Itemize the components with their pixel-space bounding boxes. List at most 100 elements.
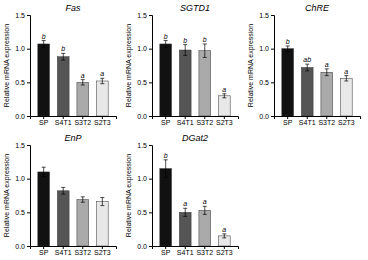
panel: 0.00.51.01.5SPS4T1S3T2S2T3babaaChRERelat…: [247, 3, 361, 126]
y-axis-line: [27, 146, 31, 247]
y-tick-label: 0.0: [137, 243, 147, 250]
annotation: ab: [303, 56, 311, 63]
x-axis: SP S4T1S3T2S2T3: [153, 246, 239, 256]
x-tick-label: S2T3: [94, 249, 111, 256]
error-bar: [203, 206, 207, 214]
y-tick-label: 1.5: [259, 12, 269, 19]
bar: [57, 57, 69, 116]
y-tick-mark: [149, 179, 152, 180]
figure: 0.00.51.01.5SPS4T1S3T2S2T3bbaaFasRelativ…: [0, 0, 368, 260]
y-tick: 0.5: [15, 209, 30, 216]
bar: [96, 81, 108, 116]
y-axis: 0.00.51.01.5: [15, 142, 30, 250]
y-tick-label: 1.5: [15, 12, 25, 19]
x-tick: S4T1: [55, 246, 72, 256]
x-tick: SP: [39, 116, 49, 126]
bar: [340, 78, 352, 116]
y-axis-title: Relative mRNA expression: [125, 24, 133, 107]
x-axis: SPS4T1S3T2S2T3: [275, 116, 361, 126]
y-axis-title: Relative mRNA expression: [3, 154, 11, 237]
y-tick: 1.5: [137, 12, 152, 19]
x-tick-label: S3T2: [74, 249, 91, 256]
x-tick-label: S4T1: [177, 249, 194, 256]
y-tick-label: 1.0: [259, 45, 269, 52]
y-tick-mark: [149, 246, 152, 247]
y-tick-mark: [149, 82, 152, 83]
y-tick-mark: [27, 116, 30, 117]
annotation: a: [183, 200, 187, 207]
annotation: b: [164, 152, 168, 159]
y-tick: 1.0: [15, 175, 30, 182]
x-tick: SP: [161, 116, 171, 126]
annotation: a: [222, 86, 226, 93]
bar: [218, 96, 230, 116]
panel: 0.00.51.01.5SPS4T1S3T2S2T3EnPRelative mR…: [3, 133, 117, 256]
y-tick-label: 0.5: [15, 79, 25, 86]
error-bar: [81, 197, 85, 202]
y-tick: 1.5: [259, 12, 274, 19]
error-bar: [286, 46, 290, 51]
x-tick-label: S3T2: [196, 249, 213, 256]
x-tick-label: S3T2: [318, 119, 335, 126]
title: EnP: [64, 133, 81, 143]
annotation: b: [164, 33, 168, 40]
error-bar: [164, 160, 168, 178]
y-tick-label: 0.5: [137, 209, 147, 216]
error-bar: [222, 94, 226, 98]
x-tick-label: S2T3: [216, 249, 233, 256]
annotation: a: [344, 68, 348, 75]
annotation: b: [61, 45, 65, 52]
x-tick-label: S4T1: [55, 249, 72, 256]
x-tick: S4T1: [177, 116, 194, 126]
y-axis-line: [271, 16, 275, 117]
y-axis-line: [27, 16, 31, 117]
error-bar: [164, 41, 168, 48]
x-tick: S3T2: [196, 246, 213, 256]
y-tick-mark: [271, 116, 274, 117]
y-tick: 1.0: [15, 45, 30, 52]
y-tick-label: 0.5: [15, 209, 25, 216]
error-bar: [222, 234, 226, 238]
bar: [96, 202, 108, 246]
bar: [282, 49, 294, 116]
plot-area: [160, 41, 230, 116]
y-tick-mark: [149, 212, 152, 213]
x-tick: S3T2: [318, 116, 335, 126]
y-tick-mark: [27, 15, 30, 16]
x-tick: S2T3: [94, 116, 111, 126]
y-tick-label: 1.0: [15, 175, 25, 182]
annotation: a: [203, 198, 207, 205]
x-tick-label: S2T3: [94, 119, 111, 126]
y-axis-title: Relative mRNA expression: [3, 24, 11, 107]
bar: [321, 72, 333, 116]
bar: [179, 50, 191, 116]
y-tick-mark: [149, 145, 152, 146]
error-bar: [81, 80, 85, 85]
y-tick-mark: [271, 82, 274, 83]
title: SGTD1: [180, 3, 210, 13]
error-bar: [100, 78, 104, 83]
title: DGat2: [182, 133, 208, 143]
error-bar: [61, 53, 65, 60]
y-tick-mark: [27, 82, 30, 83]
x-tick: SP: [283, 116, 293, 126]
y-tick: 1.0: [137, 175, 152, 182]
bar: [77, 200, 89, 246]
y-tick-label: 0.5: [137, 79, 147, 86]
bar: [160, 169, 172, 246]
x-tick: S2T3: [338, 116, 355, 126]
y-tick-mark: [149, 15, 152, 16]
annotation: b: [183, 37, 187, 44]
plot-area: [160, 160, 230, 246]
x-tick: S4T1: [55, 116, 72, 126]
x-tick-label: S3T2: [196, 119, 213, 126]
y-tick-label: 0.0: [259, 113, 269, 120]
y-tick: 1.5: [137, 142, 152, 149]
x-tick-label: S2T3: [338, 119, 355, 126]
x-axis: SPS4T1S3T2S2T3: [153, 116, 239, 126]
plot-area: [282, 46, 352, 116]
x-tick-label: S3T2: [74, 119, 91, 126]
y-tick-mark: [27, 246, 30, 247]
x-tick-label: SP: [283, 119, 293, 126]
x-tick: SP: [161, 246, 171, 256]
